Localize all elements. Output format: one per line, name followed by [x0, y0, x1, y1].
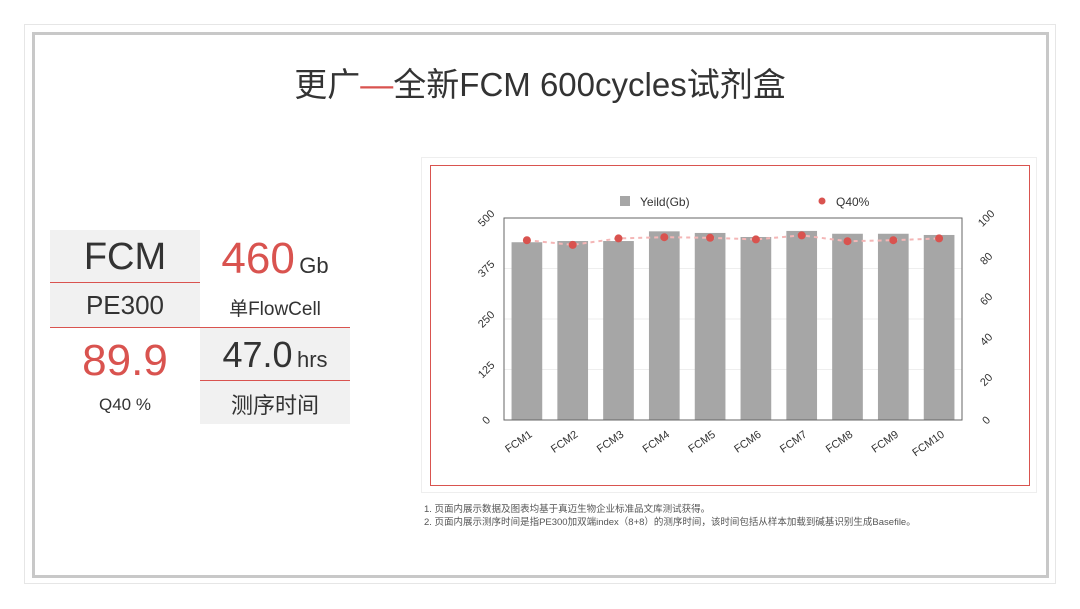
chart-panel: [421, 157, 1037, 493]
divider: [200, 380, 350, 381]
title-dash: —: [360, 66, 394, 103]
q40-point-FCM7: [797, 231, 806, 240]
footnote-2: 2. 页面内展示测序时间是指PE300加双端index（8+8）的测序时间，该时…: [424, 517, 916, 528]
x-tick-label: FCM5: [686, 429, 717, 456]
bar-FCM1: [511, 242, 543, 420]
title-main: 更广: [294, 66, 361, 103]
yield-unit: Gb: [299, 253, 329, 278]
time-label: 测序时间: [230, 393, 319, 418]
y-tick-label: 375: [476, 258, 497, 279]
q40-point-FCM5: [706, 233, 715, 242]
x-tick-label: FCM1: [503, 429, 534, 456]
bar-FCM10: [923, 234, 955, 420]
yield-stat: 460 Gb: [200, 234, 350, 284]
page-title: 更广—全新FCM 600cycles试剂盒: [0, 58, 1080, 106]
model-box: [50, 230, 200, 327]
y2-tick-label: 20: [978, 372, 995, 389]
q40-point-FCM3: [614, 234, 623, 243]
q40-point-FCM6: [751, 235, 760, 244]
legend-bar-swatch: [620, 196, 630, 206]
q40-point-FCM8: [843, 237, 852, 246]
y2-tick-label: 80: [978, 251, 995, 268]
y-tick-label: 125: [476, 359, 497, 380]
legend-yield: Yeild(Gb): [640, 195, 690, 209]
q40-value: 89.9: [82, 336, 168, 385]
bar-FCM6: [740, 236, 772, 420]
y-tick-label: 250: [476, 309, 497, 330]
title-rest: 全新FCM 600cycles试剂盒: [393, 66, 786, 103]
x-tick-label: FCM2: [549, 429, 580, 456]
time-unit: hrs: [296, 347, 328, 372]
yield-label: 单FlowCell: [229, 299, 321, 320]
q40-label: Q40 %: [99, 395, 151, 414]
x-tick-label: FCM3: [595, 429, 626, 456]
y2-tick-label: 100: [976, 208, 997, 229]
footnote-1: 1. 页面内展示数据及图表均基于真迈生物企业标准品文库测试获得。: [424, 504, 711, 515]
y2-tick-label: 40: [978, 331, 995, 348]
bar-FCM7: [786, 230, 818, 420]
bar-FCM5: [694, 232, 726, 420]
y2-tick-label: 0: [980, 414, 993, 427]
x-tick-label: FCM10: [910, 429, 946, 460]
y-tick-label: 0: [480, 414, 493, 427]
time-stat: 47.0 hrs: [200, 334, 350, 376]
chart-border: [430, 165, 1030, 486]
x-tick-label: FCM6: [732, 429, 763, 456]
x-tick-label: FCM4: [641, 429, 672, 456]
x-tick-label: FCM8: [824, 429, 855, 456]
legend-q40-swatch: [818, 197, 826, 205]
q40-point-FCM1: [522, 236, 531, 245]
bar-FCM9: [877, 233, 909, 420]
q40-line: [526, 234, 940, 246]
time-box: [200, 328, 350, 424]
yield-value: 460: [221, 234, 295, 283]
divider: [50, 327, 350, 328]
legend-q40: Q40%: [836, 195, 870, 209]
q40-point-FCM2: [568, 240, 577, 249]
q40-point-FCM4: [660, 233, 669, 242]
bar-FCM8: [832, 233, 863, 420]
time-value: 47.0: [222, 334, 293, 375]
x-tick-label: FCM7: [778, 429, 809, 456]
q40-point-FCM10: [935, 234, 944, 243]
q40-point-FCM9: [889, 236, 898, 245]
footnotes: 1. 页面内展示数据及图表均基于真迈生物企业标准品文库测试获得。 2. 页面内展…: [424, 503, 916, 529]
divider: [50, 282, 200, 283]
bar-FCM2: [557, 241, 589, 420]
slide-border: [24, 24, 1056, 584]
model-sub: PE300: [85, 290, 165, 320]
y-tick-label: 500: [476, 208, 497, 229]
x-tick-label: FCM9: [870, 429, 901, 456]
slide-frame: [32, 32, 1049, 578]
bar-FCM4: [648, 231, 680, 420]
bar-FCM3: [603, 241, 634, 420]
model-name: FCM: [83, 236, 167, 278]
y2-tick-label: 60: [978, 291, 995, 308]
plot-area: [503, 217, 963, 421]
